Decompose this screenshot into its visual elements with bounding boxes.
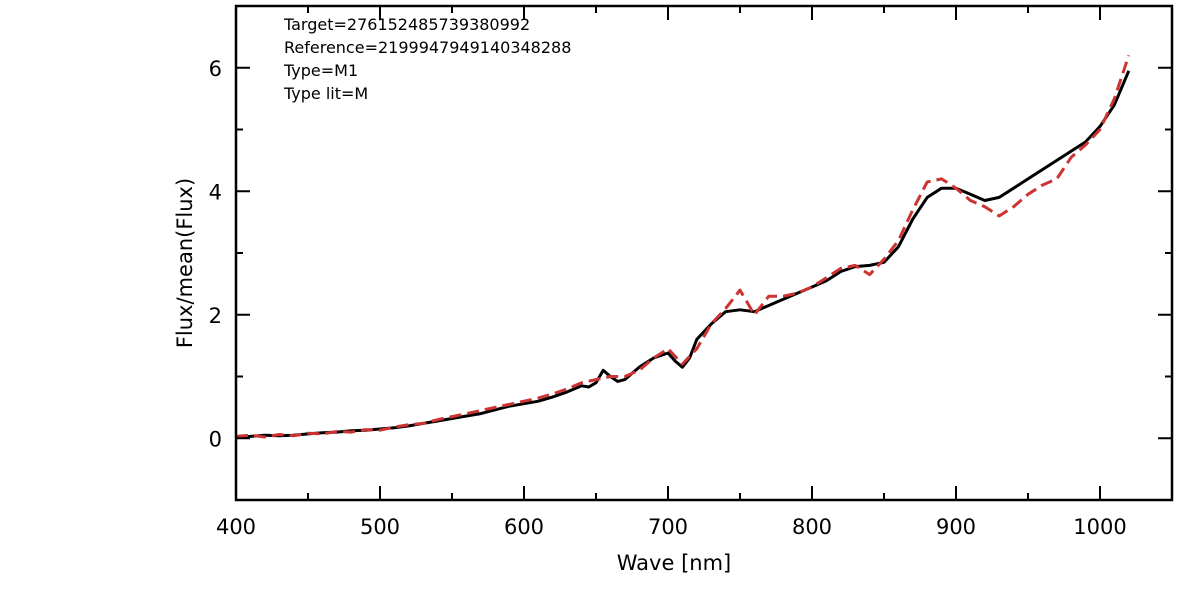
annotation-type-lit: Type lit=M: [283, 84, 368, 103]
annotation-block: Target=276152485739380992 Reference=2199…: [283, 15, 571, 103]
series-line-1: [235, 54, 1131, 439]
x-tick-label: 800: [792, 515, 832, 539]
y-tick-label: 6: [209, 57, 222, 81]
y-tick-label: 0: [209, 427, 222, 451]
annotation-target: Target=276152485739380992: [283, 15, 530, 34]
x-tick-label: 400: [216, 515, 256, 539]
x-tick-label: 600: [504, 515, 544, 539]
annotation-type: Type=M1: [283, 61, 358, 80]
x-tick-label: 1000: [1073, 515, 1126, 539]
plot-frame: [234, 4, 1174, 502]
annotation-reference: Reference=2199947949140348288: [284, 38, 571, 57]
series-layer: [235, 54, 1131, 439]
x-tick-label: 900: [936, 515, 976, 539]
y-tick-label: 4: [209, 180, 222, 204]
y-axis-label: Flux/mean(Flux): [173, 178, 197, 348]
series-line-0: [235, 70, 1131, 439]
y-tick-label: 2: [209, 304, 222, 328]
x-tick-label: 500: [360, 515, 400, 539]
ticks-layer: [235, 5, 1173, 501]
x-axis-label: Wave [nm]: [617, 551, 731, 575]
x-tick-label: 700: [648, 515, 688, 539]
tick-labels-layer: 400 500 600 700 800 900 1000 0 2 4 6: [209, 57, 1127, 539]
